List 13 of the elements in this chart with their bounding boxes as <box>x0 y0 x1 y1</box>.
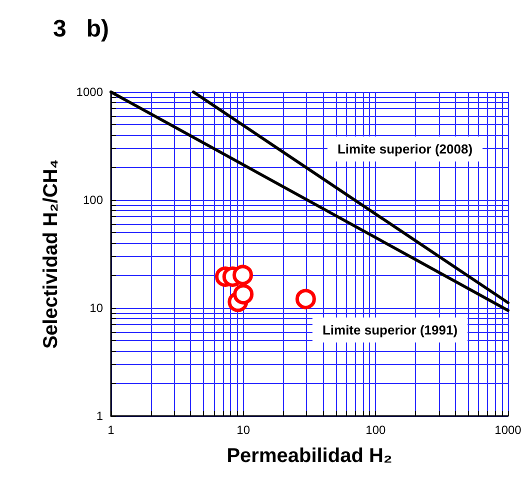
x-tick-label: 1 <box>108 423 115 437</box>
y-tick-label: 10 <box>90 301 104 315</box>
annotation: Limite superior (1991) <box>322 322 458 338</box>
annotation: Limite superior (2008) <box>337 142 473 156</box>
y-tick-label: 100 <box>82 193 104 207</box>
y-axis-title: Selectividad H₂/CH₄ <box>40 159 62 349</box>
y-tick-label: 1000 <box>76 85 104 99</box>
x-tick-label: 100 <box>366 423 386 437</box>
y-tick-label: 1 <box>96 409 104 423</box>
x-tick-label: 1000 <box>494 423 522 437</box>
x-tick-label: 10 <box>236 423 250 437</box>
chart-title: 3 b) <box>53 16 110 42</box>
x-axis-title: Permeabilidad H₂ <box>226 445 392 467</box>
